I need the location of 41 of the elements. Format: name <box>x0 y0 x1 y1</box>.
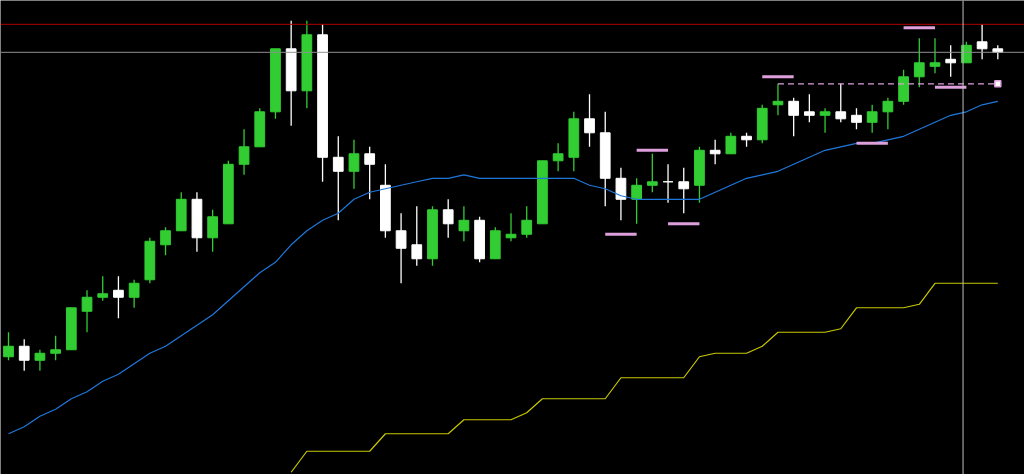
candlestick <box>615 167 627 221</box>
candlestick <box>18 338 30 372</box>
candlestick <box>364 146 376 200</box>
candlestick <box>395 212 407 284</box>
candlestick <box>851 107 862 130</box>
candlestick <box>505 212 517 242</box>
candlestick <box>160 226 171 256</box>
candlestick <box>207 209 219 253</box>
candlestick <box>646 153 658 193</box>
candlestick <box>631 177 642 225</box>
candlestick <box>458 205 470 242</box>
candlestick <box>348 139 360 190</box>
candlestick <box>788 97 800 137</box>
candlestick <box>81 289 93 333</box>
candlestick <box>3 331 14 361</box>
candlestick <box>552 142 564 172</box>
candlestick <box>804 93 815 123</box>
candlestick <box>882 97 894 130</box>
candlestick <box>238 128 250 176</box>
candlestick <box>835 83 847 123</box>
candlestick <box>772 83 784 116</box>
candlestick <box>584 93 595 148</box>
candlestick <box>819 107 831 134</box>
candlestick <box>50 335 61 361</box>
candlestick <box>332 135 344 221</box>
candlestick <box>521 205 533 239</box>
candlestick <box>976 23 988 60</box>
candlestick <box>128 279 140 309</box>
candlestick <box>411 205 423 267</box>
candlestick <box>709 139 721 165</box>
candlestick <box>113 275 124 319</box>
candlestick <box>725 132 737 155</box>
candlestick <box>442 198 454 239</box>
candlestick <box>97 275 109 302</box>
candlestick <box>929 37 941 74</box>
candlestick <box>662 163 674 204</box>
candlestick <box>913 37 925 88</box>
candlestick <box>34 349 46 372</box>
candlestick <box>866 104 878 134</box>
candlestick <box>678 167 690 214</box>
candlestick <box>945 44 957 78</box>
